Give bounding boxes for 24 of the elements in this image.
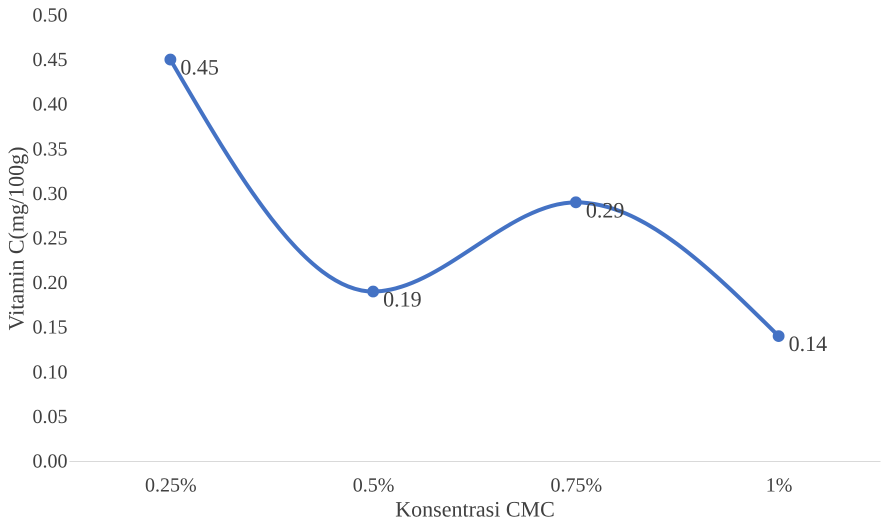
data-label: 0.14	[788, 331, 828, 356]
x-tick-label: 0.5%	[352, 474, 394, 496]
data-label: 0.19	[383, 286, 422, 312]
point	[367, 286, 380, 298]
data-label: 0.45	[180, 54, 219, 80]
y-tick-label: 0.50	[32, 4, 68, 26]
y-tick-label: 0.30	[32, 182, 68, 205]
y-tick-label: 0.45	[32, 49, 68, 72]
point	[772, 330, 785, 342]
y-tick-label: 0.25	[32, 228, 68, 250]
x-tick-label: 1%	[766, 474, 792, 496]
y-tick-label: 0.00	[32, 450, 68, 472]
y-tick-label: 0.05	[32, 406, 68, 428]
y-axis-title: Vitamin C(mg/100g)	[4, 146, 28, 330]
x-axis-title: Konsentrasi CMC	[395, 496, 555, 522]
y-tick-label: 0.15	[32, 316, 68, 339]
y-tick-label: 0.10	[32, 361, 68, 384]
y-tick-label: 0.35	[32, 138, 68, 160]
y-tick-label: 0.40	[32, 94, 68, 116]
y-tick-label: 0.20	[32, 272, 68, 294]
point	[570, 196, 582, 208]
x-tick-label: 0.75%	[550, 474, 602, 496]
x-tick-label: 0.25%	[145, 474, 197, 496]
point	[164, 54, 176, 66]
